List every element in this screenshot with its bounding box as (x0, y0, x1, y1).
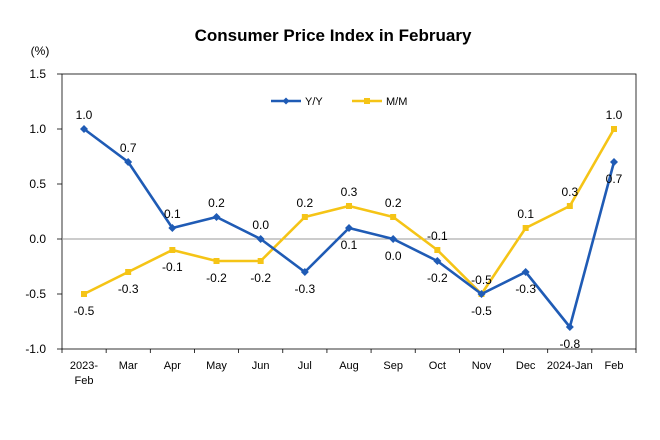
mm-point (81, 291, 87, 297)
yy-point (300, 268, 309, 276)
y-tick-label: 1.5 (29, 67, 46, 81)
mm-data-label: 0.2 (296, 196, 313, 210)
yy-point (124, 158, 133, 166)
mm-data-label: -0.1 (427, 229, 448, 243)
x-tick-label: 2023-Feb (70, 360, 98, 387)
x-tick-label: Jul (298, 360, 312, 372)
yy-point (80, 125, 88, 133)
x-tick-label: Feb (605, 360, 624, 372)
yy-data-label: 0.0 (252, 218, 269, 232)
legend-item-mm: M/M (352, 96, 407, 108)
x-tick-label: Dec (516, 360, 536, 372)
yy-data-label: -0.2 (427, 271, 448, 285)
mm-data-label: -0.5 (74, 304, 95, 318)
x-tick-label: May (206, 360, 227, 372)
yy-data-label: -0.8 (559, 337, 580, 351)
mm-point (346, 203, 352, 209)
y-axis-ticks: 1.5 1.0 0.5 0.0 -0.5 -1.0 (25, 67, 62, 356)
mm-data-label: 1.0 (606, 108, 623, 122)
mm-point (611, 126, 617, 132)
legend-label: Y/Y (305, 96, 323, 108)
x-tick-label: 2024-Jan (547, 360, 593, 372)
yy-data-label: -0.3 (294, 282, 315, 296)
yy-data-label: 0.0 (385, 249, 402, 263)
yy-data-label: 0.1 (341, 238, 358, 252)
x-tick-label: Aug (339, 360, 359, 372)
legend: Y/Y M/M (271, 96, 407, 108)
mm-point (390, 214, 397, 220)
mm-data-label: -0.2 (206, 271, 227, 285)
y-axis-unit: (%) (31, 44, 50, 58)
yy-point (212, 213, 221, 221)
x-tick-label: Oct (429, 360, 446, 372)
yy-point (168, 224, 177, 232)
y-tick-label: 1.0 (29, 122, 46, 136)
mm-point (566, 203, 573, 209)
plot-area (61, 73, 637, 350)
x-tick-label: Nov (472, 360, 492, 372)
mm-data-label: -0.3 (118, 282, 139, 296)
yy-point (521, 268, 530, 276)
mm-data-label: 0.1 (517, 207, 534, 221)
yy-point (477, 290, 486, 298)
mm-point (257, 258, 264, 264)
mm-data-label: -0.1 (162, 260, 183, 274)
yy-point (610, 158, 618, 166)
mm-point (169, 247, 176, 253)
mm-data-label: -0.2 (250, 271, 271, 285)
yy-data-label: 0.1 (164, 207, 181, 221)
yy-point (256, 235, 265, 243)
x-axis-ticks: 2023-Feb Mar Apr May Jun Jul Aug Sep Oct Nov Dec 20… (61, 349, 637, 387)
yy-point (389, 235, 398, 243)
yy-data-label: 1.0 (76, 108, 93, 122)
x-tick-label: Apr (164, 360, 181, 372)
x-tick-label: Mar (119, 360, 138, 372)
y-tick-label: 0.0 (29, 232, 46, 246)
yy-data-label: -0.3 (515, 282, 536, 296)
x-tick-label: Sep (383, 360, 403, 372)
mm-data-label: 0.3 (561, 185, 578, 199)
y-tick-label: -0.5 (25, 287, 46, 301)
legend-item-yy: Y/Y (271, 96, 323, 108)
mm-point (522, 225, 529, 231)
yy-point (345, 224, 353, 232)
yy-point (565, 323, 574, 331)
yy-data-label: 0.7 (120, 141, 137, 155)
mm-point (301, 214, 308, 220)
mm-data-label: 0.2 (385, 196, 402, 210)
yy-data-label: 0.7 (606, 172, 623, 186)
y-tick-label: -1.0 (25, 342, 46, 356)
mm-point (125, 269, 132, 275)
legend-marker (364, 98, 370, 104)
yy-data-label: -0.5 (471, 304, 492, 318)
x-tick-label: Jun (252, 360, 270, 372)
mm-data-label: -0.5 (471, 273, 492, 287)
legend-label: M/M (386, 96, 407, 108)
mm-point (434, 247, 441, 253)
chart-title: Consumer Price Index in February (195, 26, 472, 45)
mm-data-label: 0.3 (341, 185, 358, 199)
data-labels: 1.0 -0.5 0.7 -0.3 0.1 -0.1 0.2 -0.2 0.0 -0.2 -0.3 0… (74, 108, 623, 351)
legend-marker (282, 97, 290, 105)
y-tick-label: 0.5 (29, 177, 46, 191)
series-layer (80, 125, 618, 331)
mm-point (213, 258, 220, 264)
yy-point (433, 257, 442, 265)
yy-data-label: 0.2 (208, 196, 225, 210)
